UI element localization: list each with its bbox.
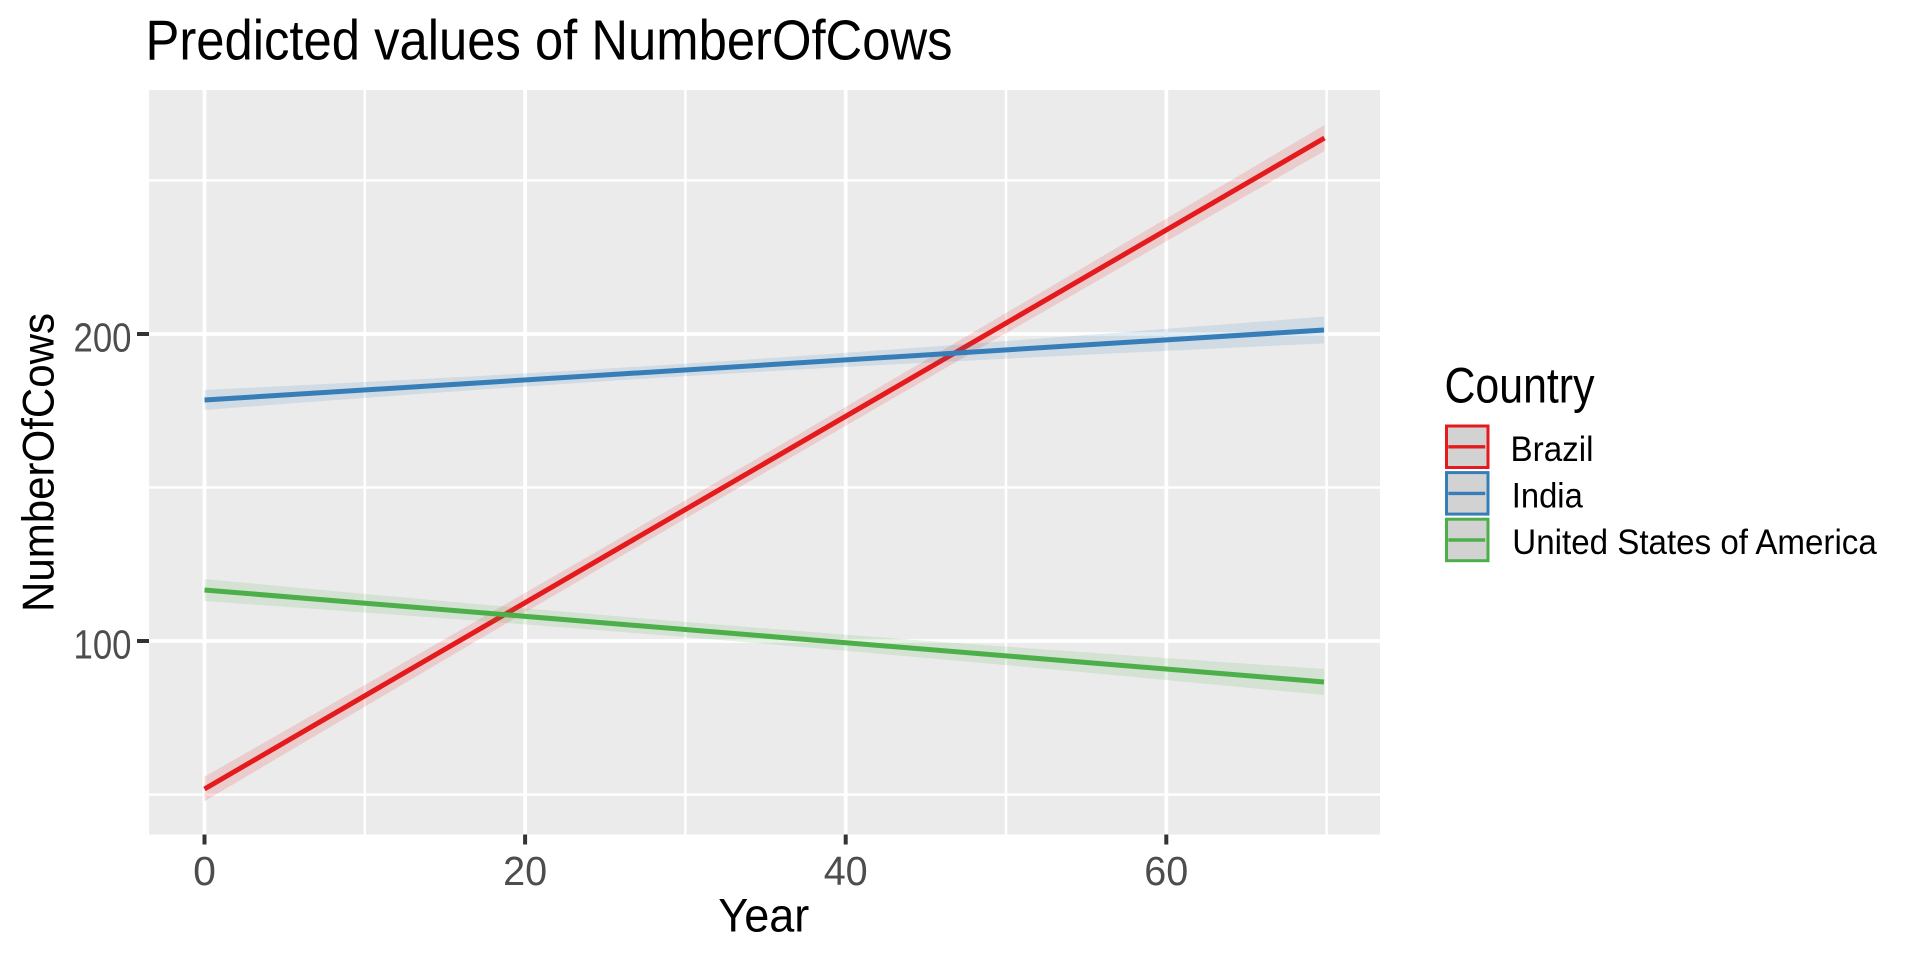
svg-text:20: 20 <box>503 848 547 894</box>
svg-text:200: 200 <box>74 315 132 361</box>
svg-text:0: 0 <box>193 848 216 894</box>
svg-text:60: 60 <box>1144 848 1188 894</box>
svg-text:Country: Country <box>1445 358 1595 414</box>
svg-text:100: 100 <box>74 622 132 668</box>
svg-text:NumberOfCows: NumberOfCows <box>14 313 63 612</box>
svg-text:Brazil: Brazil <box>1511 430 1594 469</box>
svg-text:40: 40 <box>824 848 868 894</box>
svg-text:India: India <box>1512 477 1583 516</box>
svg-text:Year: Year <box>718 889 809 942</box>
svg-text:United States of America: United States of America <box>1512 523 1877 562</box>
svg-text:Predicted values of NumberOfCo: Predicted values of NumberOfCows <box>146 9 953 73</box>
